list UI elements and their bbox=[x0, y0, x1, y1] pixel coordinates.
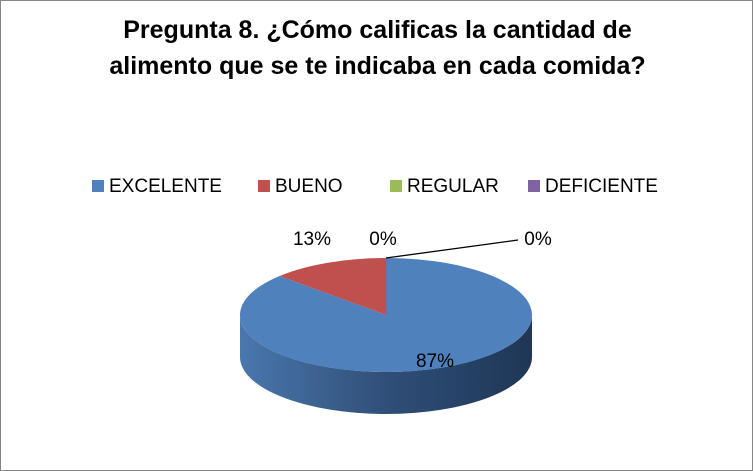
legend-swatch bbox=[258, 180, 270, 192]
slice-side bbox=[240, 315, 532, 414]
data-label: 87% bbox=[416, 351, 454, 372]
data-label: 13% bbox=[293, 229, 331, 250]
legend-label: DEFICIENTE bbox=[545, 176, 658, 197]
legend-label: BUENO bbox=[275, 176, 343, 197]
slice bbox=[279, 258, 386, 315]
legend-swatch bbox=[92, 180, 104, 192]
legend-swatch bbox=[528, 180, 540, 192]
legend-label: REGULAR bbox=[407, 176, 499, 197]
data-label: 0% bbox=[524, 229, 552, 250]
data-label: 0% bbox=[369, 229, 397, 250]
legend-label: EXCELENTE bbox=[109, 176, 222, 197]
legend-swatch bbox=[390, 180, 402, 192]
leader-line bbox=[385, 239, 519, 259]
chart-title: Pregunta 8. ¿Cómo calificas la cantidad … bbox=[109, 16, 646, 80]
